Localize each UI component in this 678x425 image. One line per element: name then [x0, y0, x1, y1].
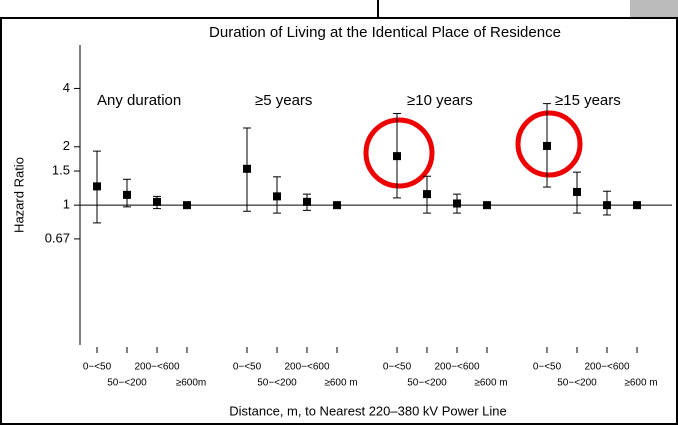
x-tick-label: 0−<50 [233, 362, 262, 373]
point-estimate [123, 191, 131, 199]
y-axis-label: Hazard Ratio [11, 157, 26, 233]
x-tick-label: 0−<50 [83, 362, 112, 373]
point-estimate [633, 201, 641, 209]
point-estimate [423, 190, 431, 198]
x-tick-label: 50−<200 [107, 378, 147, 389]
point-estimate [543, 142, 551, 150]
point-estimate [603, 201, 611, 209]
y-tick-label: 2 [63, 138, 70, 153]
x-tick-label: 200−<600 [434, 362, 479, 373]
x-tick-label: ≥600m [176, 378, 207, 389]
frame [1, 1, 677, 424]
group-label: ≥5 years [255, 92, 312, 109]
group-label: ≥15 years [555, 92, 621, 109]
top-strip [0, 0, 678, 18]
x-tick-label: 50−<200 [407, 378, 447, 389]
x-tick-label: 50−<200 [257, 378, 297, 389]
x-tick-label: ≥600 m [624, 378, 657, 389]
chart-title: Duration of Living at the Identical Plac… [209, 24, 561, 41]
point-estimate [243, 165, 251, 173]
chart: Duration of Living at the Identical Plac… [0, 0, 678, 425]
y-tick-label: 1 [63, 197, 70, 212]
point-estimate [303, 198, 311, 206]
point-estimate [333, 201, 341, 209]
x-tick-label: ≥600 m [474, 378, 507, 389]
y-tick-label: 0.67 [45, 230, 70, 245]
x-tick-label: 0−<50 [383, 362, 412, 373]
point-estimate [573, 188, 581, 196]
point-estimate [273, 192, 281, 200]
x-tick-label: 50−<200 [557, 378, 597, 389]
point-estimate [483, 201, 491, 209]
point-estimate [453, 199, 461, 207]
y-tick-label: 4 [63, 80, 70, 95]
point-estimate [393, 152, 401, 160]
x-tick-label: 200−<600 [284, 362, 329, 373]
y-tick-label: 1.5 [52, 162, 70, 177]
point-estimate [93, 182, 101, 190]
x-tick-label: 200−<600 [584, 362, 629, 373]
x-tick-label: ≥600 m [324, 378, 357, 389]
group-label: ≥10 years [407, 92, 473, 109]
point-estimate [153, 198, 161, 206]
x-tick-label: 200−<600 [134, 362, 179, 373]
x-tick-label: 0−<50 [533, 362, 562, 373]
x-axis-label: Distance, m, to Nearest 220–380 kV Power… [229, 403, 506, 418]
cropped-image [630, 0, 678, 17]
group-label: Any duration [97, 92, 181, 109]
point-estimate [183, 201, 191, 209]
